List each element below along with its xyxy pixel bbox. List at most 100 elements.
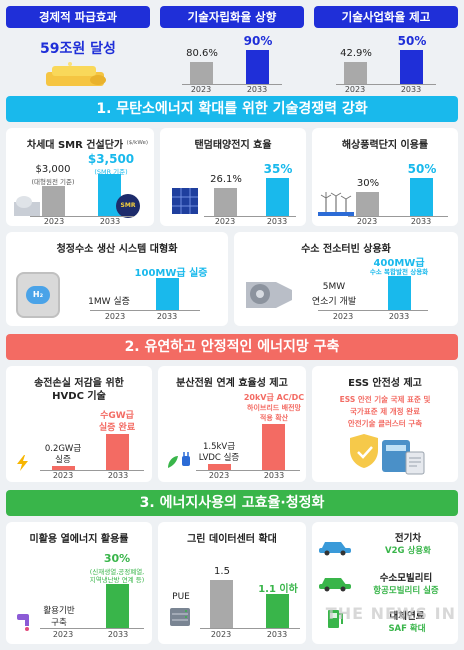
smr-2033-bar xyxy=(98,174,121,216)
datacenter-metric: PUE xyxy=(172,592,190,602)
econ-effect-label: 경제적 파급효과 xyxy=(6,6,150,28)
datacenter-2033-value: 1.1 이하 xyxy=(258,584,298,595)
tandem-2033-value: 35% xyxy=(263,162,293,176)
self-sufficiency-2033-value: 90% xyxy=(243,34,273,48)
axis-line xyxy=(336,84,436,85)
heat-2023-value-a: 활용기반 xyxy=(43,606,75,616)
axis-line xyxy=(348,216,448,217)
year-2023: 2023 xyxy=(43,217,65,226)
year-2023: 2023 xyxy=(356,217,378,226)
heat-2033-note-b: 지역냉난방 연계 등) xyxy=(89,576,145,584)
mobility-1-detail: 항공모빌리티 실증 xyxy=(373,586,439,596)
distributed-2033-value-c: 적용 확산 xyxy=(259,414,289,422)
wind-2023-bar xyxy=(356,192,379,216)
section3-banner: 3. 에너지사용의 고효율·청정화 xyxy=(6,490,458,516)
ev-car-icon xyxy=(319,542,351,556)
hvdc-2033-value-a: 수GW급 xyxy=(100,411,134,421)
distributed-title: 분산전원 연계 효율성 제고 xyxy=(176,378,288,389)
smr-2033-note: (SMR 기준) xyxy=(94,168,128,176)
datacenter-2023-bar xyxy=(210,580,233,628)
year-2033: 2033 xyxy=(400,85,422,94)
smr-2023-value: $3,000 xyxy=(35,164,71,175)
reactor-building-icon xyxy=(14,196,40,216)
h2-label: H₂ xyxy=(26,286,50,304)
smr-2023-note: (대형원전 기준) xyxy=(31,178,75,186)
wind-title: 해상풍력단지 이용률 xyxy=(341,140,429,151)
year-2033: 2033 xyxy=(263,471,285,480)
datacenter-card: 그린 데이터센터 확대 PUE 1.5 1.1 이하 2023 2033 xyxy=(158,522,306,644)
hydrogen-card: 청정수소 생산 시스템 대형화 H₂ 1MW 실증 100MW급 실증 2023… xyxy=(6,232,228,326)
tandem-2023-value: 26.1% xyxy=(210,174,242,185)
distributed-2023-value-b: LVDC 실증 xyxy=(198,453,240,463)
hydrogen-2033-bar xyxy=(156,278,179,310)
section2-banner: 2. 유연하고 안정적인 에너지망 구축 xyxy=(6,334,458,360)
axis-line xyxy=(196,470,300,471)
ess-line2: 국가표준 제 개정 완료 xyxy=(350,407,420,416)
turbine-card: 수소 전소터빈 상용화 5MW 연소기 개발 400MW급 수소 복합발전 상용… xyxy=(234,232,458,326)
self-sufficiency-card: 기술자립화율 상향 80.6% 90% 2023 2033 xyxy=(160,6,304,94)
heat-2033-value: 30% xyxy=(103,552,131,565)
self-sufficiency-2023-bar xyxy=(190,62,213,84)
year-2033: 2033 xyxy=(99,217,121,226)
turbine-title: 수소 전소터빈 상용화 xyxy=(301,244,391,255)
mobility-2-heading: 대체연료 xyxy=(389,611,425,622)
axis-line xyxy=(318,310,428,311)
commercialization-card: 기술사업화율 제고 42.9% 50% 2023 2033 xyxy=(314,6,458,94)
tandem-title: 탠덤태양전지 효율 xyxy=(194,140,272,151)
hydrogen-title: 청정수소 생산 시스템 대형화 xyxy=(56,244,178,255)
ess-line1: ESS 안전 기술 국제 표준 및 xyxy=(339,395,431,404)
wind-2033-value: 50% xyxy=(407,162,437,176)
turbine-2023-value-b: 연소기 개발 xyxy=(311,297,357,307)
heat-2033-bar xyxy=(106,584,129,628)
wind-2023-value: 30% xyxy=(356,178,380,189)
mobility-1-heading: 수소모빌리티 xyxy=(379,573,433,584)
wind-turbine-icon xyxy=(318,192,354,216)
econ-effect-card: 경제적 파급효과 59조원 달성 xyxy=(6,6,150,90)
year-2023: 2023 xyxy=(210,630,232,639)
ess-line3: 안전기술 클러스터 구축 xyxy=(347,419,423,428)
wind-card: 해상풍력단지 이용률 30% 50% 2023 2033 xyxy=(312,128,458,226)
year-2033: 2033 xyxy=(266,630,288,639)
turbine-2023-value-a: 5MW xyxy=(322,282,346,292)
year-2023: 2023 xyxy=(208,471,230,480)
distributed-card: 분산전원 연계 효율성 제고 1.5kV급 LVDC 실증 20kV급 AC/D… xyxy=(158,366,306,482)
hvdc-2023-value-a: 0.2GW급 xyxy=(44,444,82,454)
axis-line xyxy=(40,470,144,471)
year-2023: 2023 xyxy=(332,312,354,321)
turbine-2033-value-b: 수소 복합발전 상용화 xyxy=(369,268,429,276)
mobility-0-detail: V2G 상용화 xyxy=(385,546,431,556)
hvdc-title-line1: 송전손실 저감을 위한 xyxy=(34,378,124,389)
axis-line xyxy=(90,310,200,311)
commercialization-label: 기술사업화율 제고 xyxy=(314,6,458,28)
tandem-card: 탠덤태양전지 효율 26.1% 35% 2023 2033 xyxy=(160,128,306,226)
hydrogen-2033-value: 100MW급 실증 xyxy=(134,268,208,279)
mobility-2-detail: SAF 확대 xyxy=(388,624,426,634)
distributed-2023-value-a: 1.5kV급 xyxy=(202,442,236,452)
watermark: THE NEWS IN xyxy=(325,604,456,623)
tandem-2033-bar xyxy=(266,178,289,216)
axis-line xyxy=(204,216,296,217)
distributed-2033-bar xyxy=(262,424,285,470)
hvdc-2023-bar xyxy=(52,466,75,470)
self-sufficiency-2023-value: 80.6% xyxy=(186,48,218,59)
turbine-2033-bar xyxy=(388,276,411,310)
server-icon xyxy=(170,608,190,626)
smr-2023-bar xyxy=(42,186,65,216)
hvdc-2023-value-b: 실증 xyxy=(55,455,71,465)
distributed-2033-value-a: 20kV급 AC/DC xyxy=(243,393,305,402)
commercialization-2033-value: 50% xyxy=(397,34,427,48)
ess-safety-icon xyxy=(350,434,425,475)
axis-line xyxy=(40,628,144,629)
solar-panel-icon xyxy=(172,188,198,214)
ess-card: ESS 안전성 제고 ESS 안전 기술 국제 표준 및 국가표준 제 개정 완… xyxy=(312,366,458,482)
commercialization-2033-bar xyxy=(400,50,423,84)
year-2023: 2023 xyxy=(344,85,366,94)
year-2023: 2023 xyxy=(104,312,126,321)
heat-2033-note-a: (신재생열,공정폐열, xyxy=(89,568,145,576)
hydrogen-car-icon xyxy=(319,578,351,592)
axis-line xyxy=(200,628,300,629)
self-sufficiency-2033-bar xyxy=(246,50,269,84)
faucet-heat-icon xyxy=(17,614,29,631)
datacenter-2033-bar xyxy=(266,594,289,628)
smr-unit: ($/kWe) xyxy=(126,140,148,146)
